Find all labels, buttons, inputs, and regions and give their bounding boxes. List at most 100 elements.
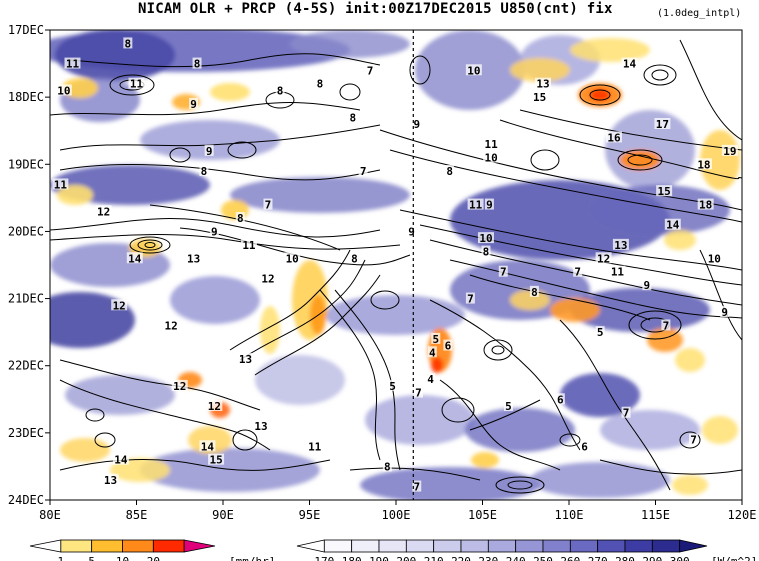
precip-colorbar-label: 10: [116, 555, 129, 561]
contour-label-bg: [237, 353, 254, 364]
chart-title: NICAM OLR + PRCP (4-5S) init:00Z17DEC201…: [138, 1, 613, 17]
contour-label: 7: [574, 266, 581, 279]
contour-label-bg: [706, 252, 723, 264]
y-tick-label: 19DEC: [8, 157, 44, 171]
chart-title-bar: NICAM OLR + PRCP (4-5S) init:00Z17DEC201…: [0, 0, 759, 30]
contour-label-bg: [654, 118, 671, 129]
contour-label-bg: [481, 245, 491, 257]
contour-label-bg: [259, 272, 276, 284]
contour-label: 12: [208, 400, 221, 413]
olr-colorbar-label: 200: [396, 555, 416, 561]
olr-colorbar-label: 240: [506, 555, 526, 561]
x-tick-label: 115E: [641, 508, 670, 522]
contour-label-bg: [235, 212, 245, 223]
contour-label-bg: [642, 279, 652, 291]
olr-colorbar-cell: [624, 539, 653, 553]
contour-label: 5: [597, 326, 604, 339]
contour-label-bg: [621, 57, 638, 69]
olr-colorbar-label: 170: [314, 555, 334, 561]
contour-label: 8: [446, 165, 453, 178]
contour-label-bg: [503, 400, 513, 411]
contour-label: 16: [607, 131, 621, 144]
contour-label-bg: [95, 205, 112, 217]
precip-colorbar-label: 5: [88, 555, 95, 561]
contour-label-bg: [52, 178, 69, 190]
contour-label-bg: [467, 198, 484, 210]
contour-label-bg: [573, 265, 583, 277]
y-tick-label: 20DEC: [8, 224, 44, 238]
contour-label: 11: [242, 239, 256, 252]
precip-unit-label: [mm/hr]: [229, 555, 275, 561]
contour-label: 12: [173, 380, 186, 393]
contour-label-bg: [595, 326, 605, 338]
contour-label: 11: [469, 199, 483, 212]
contour-label-bg: [656, 185, 673, 197]
contour-label-bg: [689, 433, 699, 445]
contour-label: 14: [201, 440, 215, 453]
contour-label: 15: [658, 185, 671, 198]
contour-label: 8: [483, 246, 490, 259]
olr-colorbar-cell: [542, 539, 571, 553]
contour-label: 6: [557, 393, 564, 406]
contour-label-bg: [349, 252, 359, 264]
olr-colorbar-label: 300: [670, 555, 690, 561]
contour-label-bg: [126, 252, 143, 264]
contour-label: 8: [349, 111, 356, 124]
contour-label-bg: [413, 386, 423, 398]
contour-label: 14: [623, 58, 637, 71]
olr-colorbar-label: 210: [424, 555, 444, 561]
contour-label: 11: [611, 266, 625, 279]
contour-label: 11: [54, 178, 68, 191]
contour-label: 13: [254, 420, 267, 433]
contour-label-bg: [529, 285, 539, 297]
contour-label: 7: [413, 481, 420, 494]
contour-label-bg: [306, 440, 323, 452]
contour-labels: 8811111098878910131511101417161918151814…: [52, 37, 738, 494]
contour-label: 14: [666, 219, 680, 232]
contour-label-bg: [427, 346, 437, 358]
contour-label-bg: [555, 393, 565, 405]
x-tick-label: 85E: [126, 508, 148, 522]
x-tick-label: 105E: [468, 508, 497, 522]
contour-label-bg: [580, 440, 590, 452]
contour-label: 5: [432, 333, 439, 346]
contour-label: 8: [194, 58, 201, 71]
y-tick-label: 23DEC: [8, 426, 44, 440]
contour-label-bg: [531, 91, 548, 103]
contour-label: 7: [265, 199, 272, 212]
contour-label: 9: [486, 199, 493, 212]
contour-label-bg: [605, 131, 622, 143]
contour-label: 19: [723, 145, 736, 158]
contour-label-bg: [431, 332, 441, 344]
contour-label: 13: [239, 353, 252, 366]
contour-label-bg: [240, 238, 257, 250]
contour-label: 9: [408, 225, 415, 238]
olr-colorbar-cell: [597, 539, 626, 553]
x-tick-label: 95E: [299, 508, 321, 522]
precip-colorbar-cell: [152, 539, 185, 553]
contour-label-bg: [185, 252, 202, 264]
olr-colorbar-cell: [433, 539, 462, 553]
precip-colorbar-label: 1: [58, 555, 65, 561]
olr-colorbar-label: 260: [560, 555, 580, 561]
contour-label-bg: [263, 198, 273, 210]
contour-label-bg: [204, 144, 214, 156]
contour-label-bg: [112, 453, 129, 465]
y-tick-label: 17DEC: [8, 23, 44, 37]
contour-label: 10: [286, 252, 299, 265]
x-tick-label: 110E: [555, 508, 584, 522]
contour-label: 15: [209, 454, 222, 467]
contour-label: 5: [389, 380, 396, 393]
contour-label: 18: [699, 199, 712, 212]
contour-label-bg: [358, 165, 368, 176]
contour-label-bg: [382, 460, 392, 472]
olr-colorbar-cell: [460, 539, 489, 553]
contour-label-bg: [621, 406, 631, 418]
colorbars: 1 5 10 20 [mm/hr] 170 180 190 200 210 220 230 240 250…: [29, 539, 757, 561]
contour-label-bg: [284, 252, 301, 264]
olr-colorbar-label: 270: [588, 555, 608, 561]
contour-label-bg: [595, 252, 612, 264]
contour-label: 14: [128, 252, 142, 265]
contour-label-bg: [697, 198, 714, 210]
